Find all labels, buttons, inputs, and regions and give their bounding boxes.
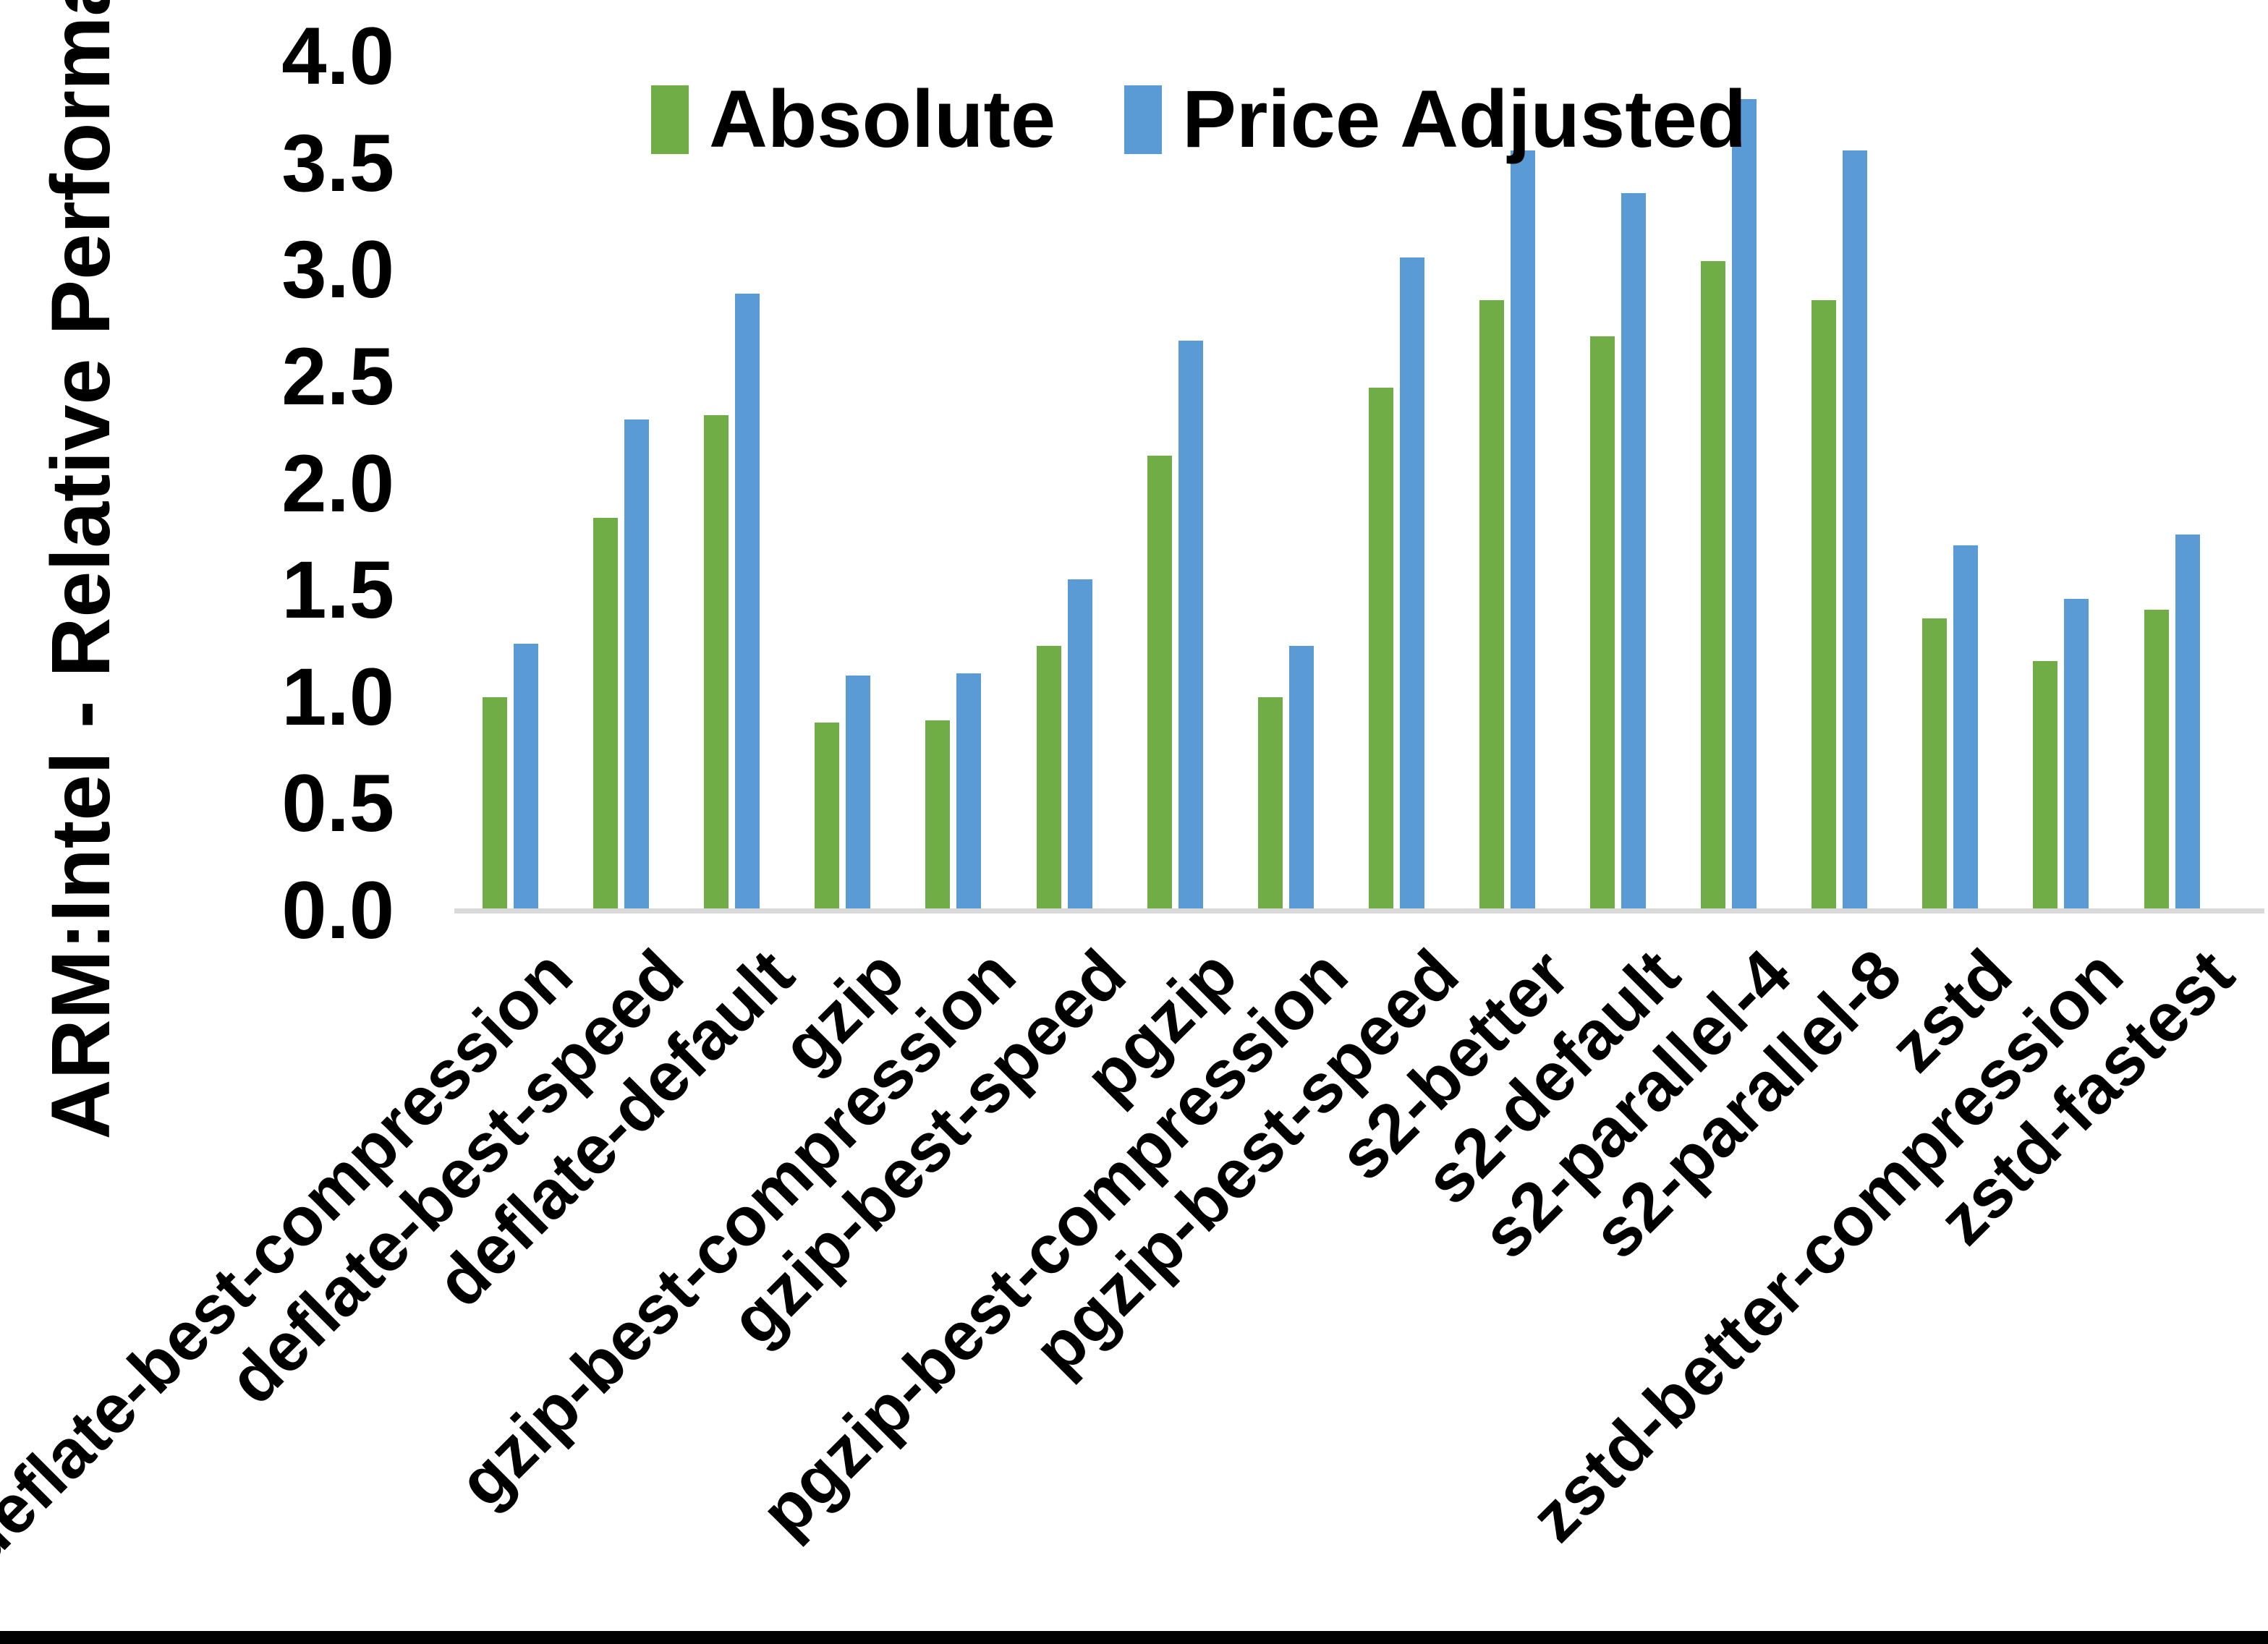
bar-absolute (1147, 456, 1172, 911)
y-tick-label: 1.5 (281, 545, 394, 636)
plot-area (456, 56, 2264, 911)
bar-absolute (1812, 299, 1837, 911)
y-tick-label: 1.0 (281, 651, 394, 742)
y-tick-label: 3.5 (281, 117, 394, 208)
y-tick-label: 0.0 (281, 865, 394, 955)
y-tick-label: 2.5 (281, 331, 394, 422)
bar-absolute (925, 720, 951, 911)
legend-swatch-icon (1124, 85, 1163, 154)
legend-label: Absolute (709, 74, 1056, 164)
bar-absolute (1479, 299, 1504, 911)
bar-absolute (1701, 261, 1726, 911)
bar-absolute (704, 415, 729, 911)
bar-price-adjusted (1178, 340, 1203, 911)
bar-price-adjusted (1399, 257, 1424, 911)
bar-absolute (483, 697, 507, 911)
bar-absolute (593, 517, 619, 911)
bar-price-adjusted (514, 643, 538, 911)
y-tick-label: 0.5 (281, 758, 394, 849)
bar-absolute (1257, 697, 1283, 911)
bar-price-adjusted (956, 673, 982, 911)
y-tick-label: 4.0 (281, 11, 394, 101)
bar-price-adjusted (1732, 99, 1757, 911)
legend: Absolute Price Adjusted (651, 69, 1815, 170)
bar-price-adjusted (624, 419, 650, 911)
legend-label: Price Adjusted (1182, 74, 1747, 164)
bar-absolute (2033, 660, 2058, 911)
bar-absolute (1922, 618, 1948, 911)
bar-price-adjusted (1621, 192, 1646, 911)
y-tick-label: 3.0 (281, 224, 394, 315)
x-axis-line (454, 908, 2264, 913)
bar-price-adjusted (846, 676, 871, 911)
bar-absolute (1368, 387, 1393, 911)
y-tick-label: 2.0 (281, 438, 394, 529)
bar-absolute (1590, 336, 1615, 911)
legend-item-price-adjusted: Price Adjusted (1124, 79, 1746, 160)
bottom-border-bar (0, 1631, 2268, 1644)
bar-price-adjusted (2064, 598, 2089, 911)
bar-price-adjusted (1067, 579, 1092, 911)
legend-swatch-icon (651, 85, 689, 154)
bar-price-adjusted (1288, 645, 1314, 911)
bar-absolute (2144, 609, 2169, 911)
bar-price-adjusted (1510, 150, 1535, 911)
bar-price-adjusted (735, 293, 760, 911)
bar-absolute (1036, 645, 1061, 911)
bar-price-adjusted (1843, 150, 1868, 911)
bar-absolute (815, 723, 840, 911)
bar-price-adjusted (2175, 534, 2200, 911)
legend-item-absolute: Absolute (651, 79, 1056, 160)
bar-price-adjusted (1953, 545, 1979, 911)
